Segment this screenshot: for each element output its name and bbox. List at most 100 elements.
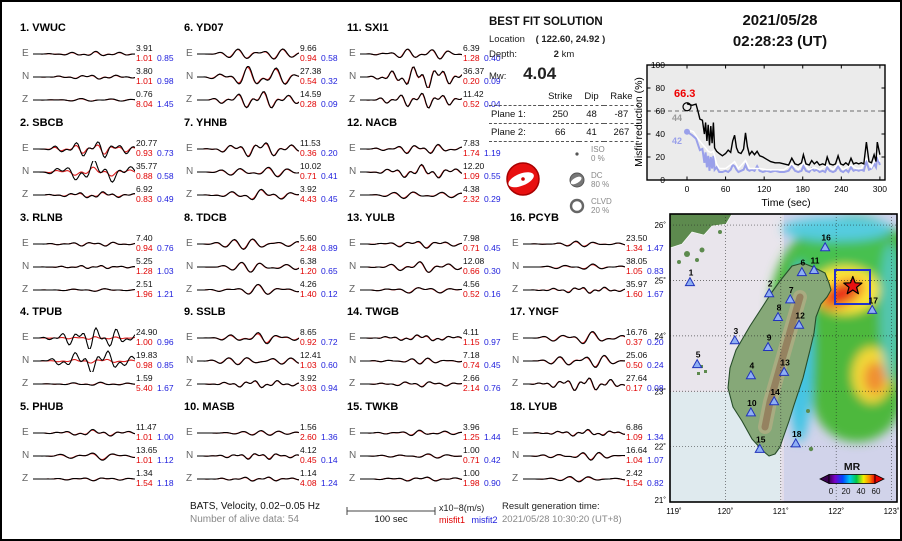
- component-row: N 5.25 1.28 1.03: [20, 256, 184, 278]
- fit-values: 7.40 0.94 0.76: [136, 233, 184, 253]
- misfit2-value: 1.18: [157, 478, 174, 488]
- svg-text:24˚: 24˚: [654, 332, 666, 341]
- station-triangle-icon: [762, 341, 774, 351]
- component-row: E 6.86 1.09 1.34: [510, 422, 674, 444]
- misfit2-value: 0.60: [321, 360, 338, 370]
- waveform-plot: [523, 263, 625, 270]
- svg-text:40: 40: [656, 129, 666, 139]
- misfit2-value: 1.12: [157, 455, 174, 465]
- origin-clock: 02:28:23 (UT): [732, 33, 828, 50]
- fit-values: 3.96 1.25 1.44: [463, 422, 511, 442]
- waveform-plot: [197, 91, 299, 109]
- component-label: Z: [186, 378, 193, 389]
- misfit2-value: 1.03: [157, 266, 174, 276]
- fit-values: 6.38 1.20 0.65: [300, 256, 348, 276]
- station-panel: 12. NACB E 7.83 1.74 1.19 N 12.20 1.09 0.55 Z 4.38…: [347, 117, 511, 211]
- component-row: Z 1.34 1.54 1.18: [20, 468, 184, 490]
- waveform-plot: [197, 166, 299, 178]
- misfit1-value: 0.50: [626, 360, 643, 370]
- component-row: Z 3.92 4.43 0.45: [184, 184, 348, 206]
- svg-text:121˚: 121˚: [773, 507, 789, 516]
- fit-values: 1.59 5.40 1.67: [136, 373, 184, 393]
- station-triangle-icon: [691, 358, 703, 369]
- misfit2-value: 0.97: [484, 337, 501, 347]
- station-title: 10. MASB: [184, 401, 235, 413]
- svg-text:9: 9: [767, 332, 772, 342]
- misfit1-label: misfit1: [439, 515, 466, 525]
- amplitude-value: 23.50: [626, 233, 648, 243]
- waveform-plot: [33, 97, 135, 102]
- amplitude-value: 35.77: [136, 161, 158, 171]
- misfit2-value: 1.19: [484, 148, 501, 158]
- component-row: E 8.65 0.92 0.72: [184, 327, 348, 349]
- svg-text:44: 44: [672, 113, 682, 123]
- station-panel: 4. TPUB E 24.90 1.00 0.96 N 19.83 0.98 0.85 Z 1.59…: [20, 306, 184, 400]
- component-label: Z: [22, 378, 29, 389]
- misfit1-value: 2.32: [463, 194, 480, 204]
- svg-text:17: 17: [868, 295, 878, 305]
- fit-values: 38.05 1.05 0.83: [626, 256, 674, 276]
- misfit1-value: 1.01: [136, 53, 153, 63]
- waveform-plot: [33, 50, 135, 57]
- misfit1-value: 1.20: [300, 266, 317, 276]
- component-label: E: [22, 238, 29, 249]
- svg-text:119˚: 119˚: [666, 507, 682, 516]
- misfit1-value: 1.54: [136, 478, 153, 488]
- waveform-plot: [360, 334, 462, 342]
- station-panel: 10. MASB E 1.56 2.60 1.36 N 4.12 0.45 0.14 Z 1.14 4…: [184, 401, 348, 495]
- amplitude-value: 13.65: [136, 445, 158, 455]
- fit-values: 1.34 1.54 1.18: [136, 468, 184, 488]
- waveform-plot: [360, 92, 462, 109]
- station-panel: 1. VWUC E 3.91 1.01 0.85 N 3.80 1.01 0.98 Z 0.76 8.…: [20, 22, 184, 116]
- station-title: 11. SXI1: [347, 22, 389, 34]
- fit-values: 24.90 1.00 0.96: [136, 327, 184, 347]
- amplitude-value: 7.83: [463, 138, 480, 148]
- misfit1-value: 1.25: [463, 432, 480, 442]
- waveform-plot: [523, 377, 625, 391]
- station-triangle-icon: [778, 366, 790, 376]
- svg-text:14: 14: [770, 387, 780, 397]
- component-row: E 7.83 1.74 1.19: [347, 138, 511, 160]
- station-title: 5. PHUB: [20, 401, 64, 413]
- waveform-plot: [197, 332, 299, 345]
- misfit2-value: 0.32: [321, 76, 338, 86]
- station-title: 12. NACB: [347, 117, 398, 129]
- fit-values: 5.60 2.48 0.89: [300, 233, 348, 253]
- amplitude-value: 20.77: [136, 138, 158, 148]
- fit-values: 12.08 0.66 0.30: [463, 256, 511, 276]
- waveform-plot: [33, 161, 135, 183]
- component-label: Z: [349, 94, 356, 105]
- svg-text:Time (sec): Time (sec): [761, 197, 810, 209]
- component-row: E 6.39 1.28 0.40: [347, 43, 511, 65]
- fit-values: 5.25 1.28 1.03: [136, 256, 184, 276]
- misfit2-value: 1.34: [647, 432, 664, 442]
- misfit2-value: 0.45: [484, 360, 501, 370]
- misfit1-value: 8.04: [136, 99, 153, 109]
- component-label: N: [512, 355, 520, 366]
- fit-values: 36.37 0.20 0.09: [463, 66, 511, 86]
- fit-values: 6.39 1.28 0.40: [463, 43, 511, 63]
- waveform-plot: [360, 66, 462, 88]
- fit-values: 6.86 1.09 1.34: [626, 422, 674, 442]
- misfit2-value: 0.72: [321, 337, 338, 347]
- station-panel: 14. TWGB E 4.11 1.15 0.97 N 7.18 0.74 0.45 Z 2.66 2…: [347, 306, 511, 400]
- amplitude-value: 2.42: [626, 468, 643, 478]
- component-row: Z 2.66 2.14 0.76: [347, 373, 511, 395]
- best-fit-panel: BEST FIT SOLUTION Location ( 122.60, 24.…: [489, 16, 651, 215]
- waveform-plot: [33, 141, 135, 159]
- component-label: E: [512, 238, 519, 249]
- station-title: 16. PCYB: [510, 212, 559, 224]
- amplitude-value: 6.39: [463, 43, 480, 53]
- amplitude-value: 19.83: [136, 350, 158, 360]
- waveform-plot: [197, 188, 299, 201]
- misfit2-value: 0.42: [484, 455, 501, 465]
- fit-values: 13.65 1.01 1.12: [136, 445, 184, 465]
- amplitude-value: 12.41: [300, 350, 322, 360]
- amplitude-value: 3.92: [300, 184, 317, 194]
- waveform-plot: [197, 48, 299, 60]
- misfit1-value: 0.74: [463, 360, 480, 370]
- misfit1-value: 1.03: [300, 360, 317, 370]
- svg-text:0: 0: [829, 487, 834, 496]
- station-triangle-icon: [793, 319, 805, 329]
